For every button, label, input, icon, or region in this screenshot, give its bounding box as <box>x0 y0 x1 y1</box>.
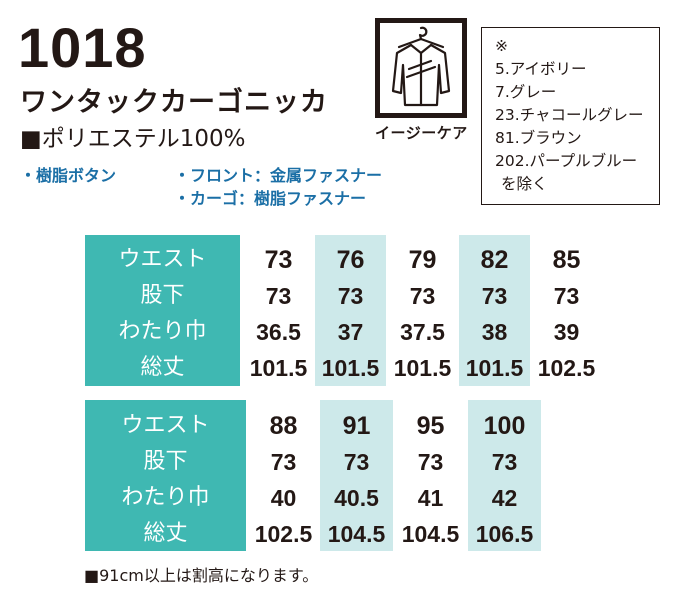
feature-front: ・フロント：金属ファスナー <box>174 166 383 185</box>
row-label-inseam: 股下 <box>143 449 188 474</box>
thigh-value: 37.5 <box>400 319 445 345</box>
thigh-value: 42 <box>491 485 518 511</box>
note-mark: ※ <box>495 37 508 55</box>
row-label-thigh: わたり巾 <box>121 485 210 510</box>
inseam-value: 73 <box>337 283 364 309</box>
easy-care-badge: イージーケア <box>375 18 467 146</box>
length-value: 101.5 <box>321 355 380 381</box>
inseam-value: 73 <box>481 283 508 309</box>
inseam-value: 73 <box>553 283 580 309</box>
shirt-on-hanger-icon <box>391 26 451 107</box>
thigh-value: 39 <box>553 319 580 345</box>
length-value: 101.5 <box>249 355 308 381</box>
row-label-waist: ウエスト <box>121 413 210 438</box>
inseam-value: 73 <box>409 283 436 309</box>
length-value: 101.5 <box>393 355 452 381</box>
note-line: 23.チャコールグレー <box>495 106 644 124</box>
model-number: 1018 <box>18 16 147 79</box>
length-value: 104.5 <box>327 521 386 547</box>
highlight-column <box>315 235 386 386</box>
note-line: 7.グレー <box>495 83 557 101</box>
waist-value: 79 <box>408 246 437 274</box>
waist-value: 100 <box>483 412 526 440</box>
waist-value: 76 <box>336 246 365 274</box>
length-value: 102.5 <box>537 355 596 381</box>
thigh-value: 37 <box>337 319 364 345</box>
label-band <box>85 235 240 386</box>
length-value: 102.5 <box>254 521 313 547</box>
easy-care-caption: イージーケア <box>375 124 468 142</box>
thigh-value: 40 <box>270 485 297 511</box>
thigh-value: 38 <box>481 319 508 345</box>
length-value: 106.5 <box>475 521 534 547</box>
price-footnote: ■91cm以上は割高になります。 <box>84 566 319 585</box>
length-value: 104.5 <box>401 521 460 547</box>
waist-value: 91 <box>342 412 371 440</box>
feature-buttons: ・樹脂ボタン <box>20 166 117 185</box>
waist-value: 82 <box>480 246 509 274</box>
inseam-value: 73 <box>270 449 297 475</box>
highlight-column <box>320 400 393 551</box>
thigh-value: 41 <box>417 485 444 511</box>
thigh-value: 36.5 <box>256 319 301 345</box>
note-suffix: を除く <box>501 175 548 193</box>
row-label-waist: ウエスト <box>118 247 207 272</box>
note-line: 202.パープルブルー <box>495 152 638 170</box>
waist-value: 85 <box>552 246 581 274</box>
waist-value: 88 <box>269 412 298 440</box>
label-band <box>85 400 246 551</box>
row-label-length: 総丈 <box>140 355 185 380</box>
thigh-value: 40.5 <box>334 485 379 511</box>
feature-cargo: ・カーゴ：樹脂ファスナー <box>174 189 367 208</box>
inseam-value: 73 <box>417 449 444 475</box>
length-value: 101.5 <box>465 355 524 381</box>
highlight-column <box>459 235 530 386</box>
waist-value: 95 <box>416 412 445 440</box>
inseam-value: 73 <box>265 283 292 309</box>
inseam-value: 73 <box>491 449 518 475</box>
note-line: 81.ブラウン <box>495 129 582 147</box>
product-name: ワンタックカーゴニッカ <box>20 87 328 118</box>
row-label-length: 総丈 <box>143 521 188 546</box>
highlight-column <box>468 400 541 551</box>
note-line: 5.アイボリー <box>495 60 587 78</box>
waist-value: 73 <box>264 246 293 274</box>
color-exclusion-note: ※ 5.アイボリー 7.グレー 23.チャコールグレー 81.ブラウン 202.… <box>481 27 660 205</box>
row-label-thigh: わたり巾 <box>118 319 207 344</box>
inseam-value: 73 <box>343 449 370 475</box>
material-text: ■ポリエステル100% <box>20 126 246 152</box>
row-label-inseam: 股下 <box>140 283 185 308</box>
